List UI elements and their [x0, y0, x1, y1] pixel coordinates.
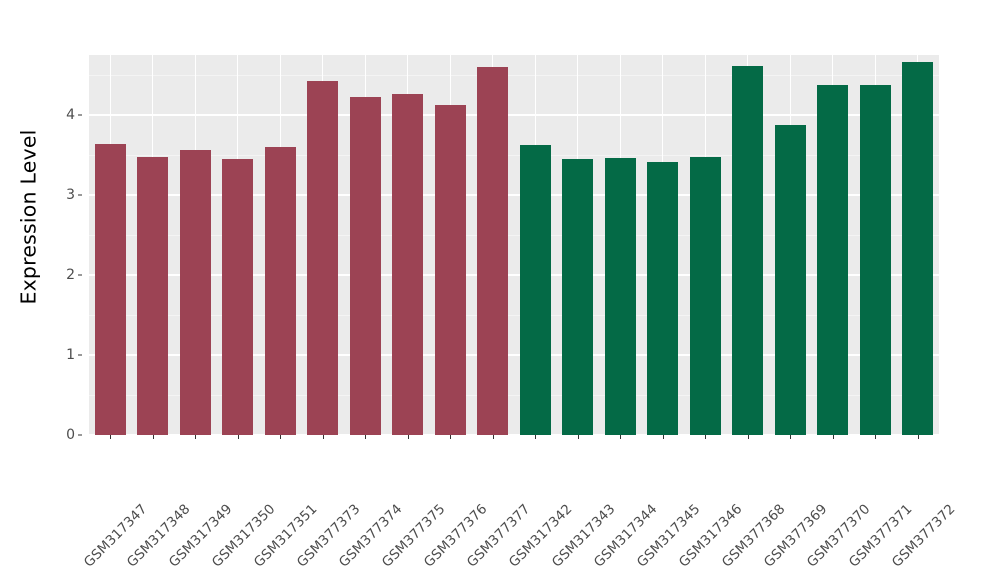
y-tick-mark: [78, 194, 82, 196]
bar: [349, 97, 381, 435]
y-tick-label: 2: [66, 267, 75, 283]
x-tick-mark: [450, 435, 452, 439]
y-tick-label: 0: [66, 427, 75, 443]
bar: [477, 67, 509, 435]
bar: [562, 159, 594, 435]
gridline-major-horizontal: [89, 434, 939, 435]
bar: [519, 145, 551, 435]
bar: [647, 162, 679, 435]
plot-panel: [89, 55, 939, 435]
gridline-minor-horizontal: [89, 75, 939, 76]
x-tick-mark: [237, 435, 239, 439]
gridline-major-horizontal: [89, 354, 939, 356]
y-tick-label: 1: [66, 347, 75, 363]
bar: [774, 124, 806, 435]
bar: [817, 84, 849, 435]
x-tick-mark: [535, 435, 537, 439]
bar: [264, 147, 296, 435]
bar: [434, 104, 466, 435]
bars-layer: [89, 55, 939, 435]
x-tick-mark: [577, 435, 579, 439]
y-axis-title: Expression Level: [0, 0, 58, 434]
x-tick-mark: [662, 435, 664, 439]
y-tick-mark: [78, 434, 82, 436]
y-axis-title-label: Expression Level: [17, 129, 42, 305]
x-tick-mark: [322, 435, 324, 439]
bar: [689, 157, 721, 435]
gridline-minor-horizontal: [89, 235, 939, 236]
x-tick-mark: [365, 435, 367, 439]
x-tick-mark: [110, 435, 112, 439]
y-tick-mark: [78, 274, 82, 276]
y-tick-mark: [78, 354, 82, 356]
gridline-major-horizontal: [89, 194, 939, 196]
bar: [137, 157, 169, 435]
y-axis-ticks: 0 1 2 3 4: [56, 0, 82, 580]
bar: [392, 94, 424, 435]
x-tick-mark: [705, 435, 707, 439]
x-tick-mark: [152, 435, 154, 439]
y-tick-mark: [78, 114, 82, 116]
x-tick-mark: [280, 435, 282, 439]
bar: [94, 143, 126, 435]
x-tick-mark: [407, 435, 409, 439]
x-tick-mark: [790, 435, 792, 439]
bar: [222, 159, 254, 435]
gridline-minor-horizontal: [89, 155, 939, 156]
gridline-minor-horizontal: [89, 315, 939, 316]
x-tick-mark: [747, 435, 749, 439]
x-axis: GSM317347 GSM317348 GSM317349 GSM317350 GSM3…: [81, 435, 958, 580]
x-tick-mark: [875, 435, 877, 439]
bar: [179, 150, 211, 435]
gridline-major-horizontal: [89, 274, 939, 276]
bar: [732, 66, 764, 435]
x-tick-mark: [620, 435, 622, 439]
y-tick-label: 3: [66, 187, 75, 203]
bar: [307, 80, 339, 435]
x-tick-mark: [492, 435, 494, 439]
x-tick-mark: [195, 435, 197, 439]
x-tick-mark: [832, 435, 834, 439]
x-tick-mark: [917, 435, 919, 439]
gridline-major-horizontal: [89, 114, 939, 116]
y-tick-label: 4: [66, 107, 75, 123]
bar: [859, 84, 891, 435]
gridline-minor-horizontal: [89, 395, 939, 396]
bar: [902, 62, 934, 435]
bar: [604, 158, 636, 435]
